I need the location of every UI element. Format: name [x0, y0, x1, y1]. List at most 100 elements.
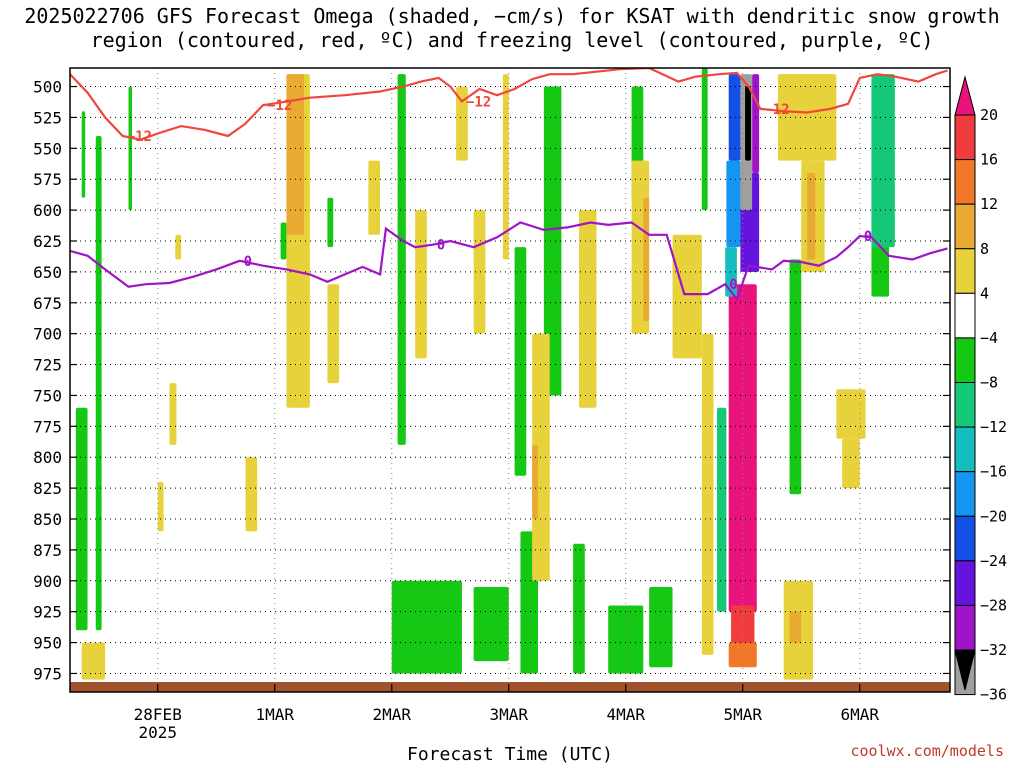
omega-region-0 — [75, 407, 88, 631]
omega-region-9 — [514, 247, 527, 476]
y-tick-label-15: 875 — [33, 541, 62, 560]
colorbar-label-3: 8 — [980, 240, 989, 258]
colorbar-bottom-arrow — [954, 649, 976, 691]
omega-region-44 — [643, 197, 650, 322]
colorbar-swatch-10 — [954, 515, 976, 562]
x-tick-sublabel-0: 2025 — [138, 723, 177, 742]
y-tick-label-10: 750 — [33, 386, 62, 405]
omega-region-12 — [543, 86, 562, 396]
colorbar-swatch-7 — [954, 382, 976, 428]
omega-region-43 — [532, 444, 538, 520]
contour-label-0-3: −12 — [764, 102, 789, 118]
omega-region-27 — [368, 160, 381, 235]
y-tick-label-1: 525 — [33, 108, 62, 127]
omega-region-1 — [81, 111, 86, 198]
omega-region-5 — [327, 197, 334, 248]
colorbar-label-13: −36 — [980, 686, 1007, 704]
x-tick-label-5: 5MAR — [723, 705, 762, 724]
omega-region-26 — [327, 284, 340, 384]
colorbar-label-2: 12 — [980, 195, 998, 213]
colorbar-label-10: −24 — [980, 552, 1007, 570]
omega-region-45 — [807, 173, 816, 260]
omega-region-52 — [726, 160, 741, 248]
y-tick-label-19: 975 — [33, 664, 62, 683]
grid-lines — [70, 68, 950, 692]
y-tick-label-13: 825 — [33, 479, 62, 498]
colorbar-swatch-3 — [954, 203, 976, 250]
contour-label-0-2: −12 — [466, 94, 491, 110]
y-tick-label-7: 675 — [33, 294, 62, 313]
y-tick-label-6: 650 — [33, 263, 62, 282]
omega-region-2 — [95, 135, 102, 631]
contour-line-1 — [70, 221, 948, 302]
omega-region-50 — [717, 407, 727, 612]
omega-region-11 — [573, 543, 585, 674]
ground-strip — [70, 682, 950, 692]
colorbar-label-12: −32 — [980, 641, 1007, 659]
omega-region-6 — [397, 74, 406, 445]
x-tick-label-0: 28FEB — [134, 705, 182, 724]
omega-region-21 — [169, 383, 177, 445]
omega-region-53 — [728, 74, 741, 161]
temperature-contours: −12 −12 −12 −12 0 0 0 0 — [70, 68, 948, 302]
omega-region-49 — [728, 642, 757, 668]
omega-region-46 — [789, 611, 802, 643]
y-tick-label-16: 900 — [33, 572, 62, 591]
colorbar-swatch-11 — [954, 560, 976, 606]
omega-region-17 — [789, 259, 802, 495]
colorbar-label-5: −4 — [980, 329, 998, 347]
site-credit: coolwx.com/models — [850, 742, 1004, 760]
omega-region-23 — [81, 642, 106, 680]
colorbar-label-11: −28 — [980, 596, 1007, 614]
omega-region-57 — [745, 86, 751, 161]
colorbar: 20 16 12 8 4 −4 −8 −12 −16 −20 −24 −28 −32 −36 — [954, 75, 1007, 704]
omega-region-40 — [836, 389, 866, 439]
omega-region-35 — [672, 234, 702, 359]
x-tick-label-3: 3MAR — [489, 705, 528, 724]
contour-label-1-0: 0 — [244, 254, 252, 270]
colorbar-swatch-6 — [954, 337, 976, 383]
x-axis-label: Forecast Time (UTC) — [407, 744, 613, 765]
contour-label-1-2: 0 — [729, 277, 737, 293]
omega-region-47 — [728, 284, 757, 612]
colorbar-label-7: −12 — [980, 418, 1007, 436]
x-tick-label-4: 4MAR — [606, 705, 645, 724]
omega-region-48 — [731, 605, 755, 649]
omega-region-20 — [157, 481, 164, 532]
y-tick-label-5: 625 — [33, 232, 62, 251]
x-tick-label-1: 1MAR — [255, 705, 294, 724]
contour-label-1-3: 0 — [864, 229, 872, 245]
y-tick-label-4: 600 — [33, 201, 62, 220]
omega-region-51 — [725, 247, 737, 297]
colorbar-label-9: −20 — [980, 507, 1007, 525]
colorbar-swatch-2 — [954, 159, 976, 205]
colorbar-swatch-1 — [954, 114, 976, 161]
omega-region-42 — [286, 74, 304, 235]
x-tick-label-2: 2MAR — [372, 705, 411, 724]
chart-title: 2025022706 GFS Forecast Omega (shaded, −… — [24, 4, 1000, 52]
colorbar-swatch-12 — [954, 604, 976, 651]
y-tick-label-14: 850 — [33, 510, 62, 529]
y-tick-label-12: 800 — [33, 448, 62, 467]
omega-region-30 — [473, 210, 486, 334]
colorbar-top-arrow — [954, 75, 976, 116]
omega-region-24 — [245, 457, 258, 532]
omega-region-36 — [701, 333, 714, 655]
omega-region-33 — [578, 210, 597, 408]
omega-region-13 — [608, 605, 644, 674]
colorbar-swatch-8 — [954, 426, 976, 473]
omega-region-19 — [871, 74, 895, 248]
y-tick-label-3: 575 — [33, 170, 62, 189]
y-tick-label-17: 925 — [33, 603, 62, 622]
y-tick-label-9: 725 — [33, 356, 62, 375]
contour-label-0-0: −12 — [127, 129, 152, 145]
y-tick-label-0: 500 — [33, 78, 62, 97]
colorbar-label-8: −16 — [980, 463, 1007, 481]
contour-label-0-1: −12 — [267, 98, 292, 114]
omega-shading — [75, 68, 895, 680]
plot-frame — [69, 67, 951, 693]
omega-region-16 — [701, 68, 708, 211]
contour-label-1-1: 0 — [437, 238, 445, 254]
